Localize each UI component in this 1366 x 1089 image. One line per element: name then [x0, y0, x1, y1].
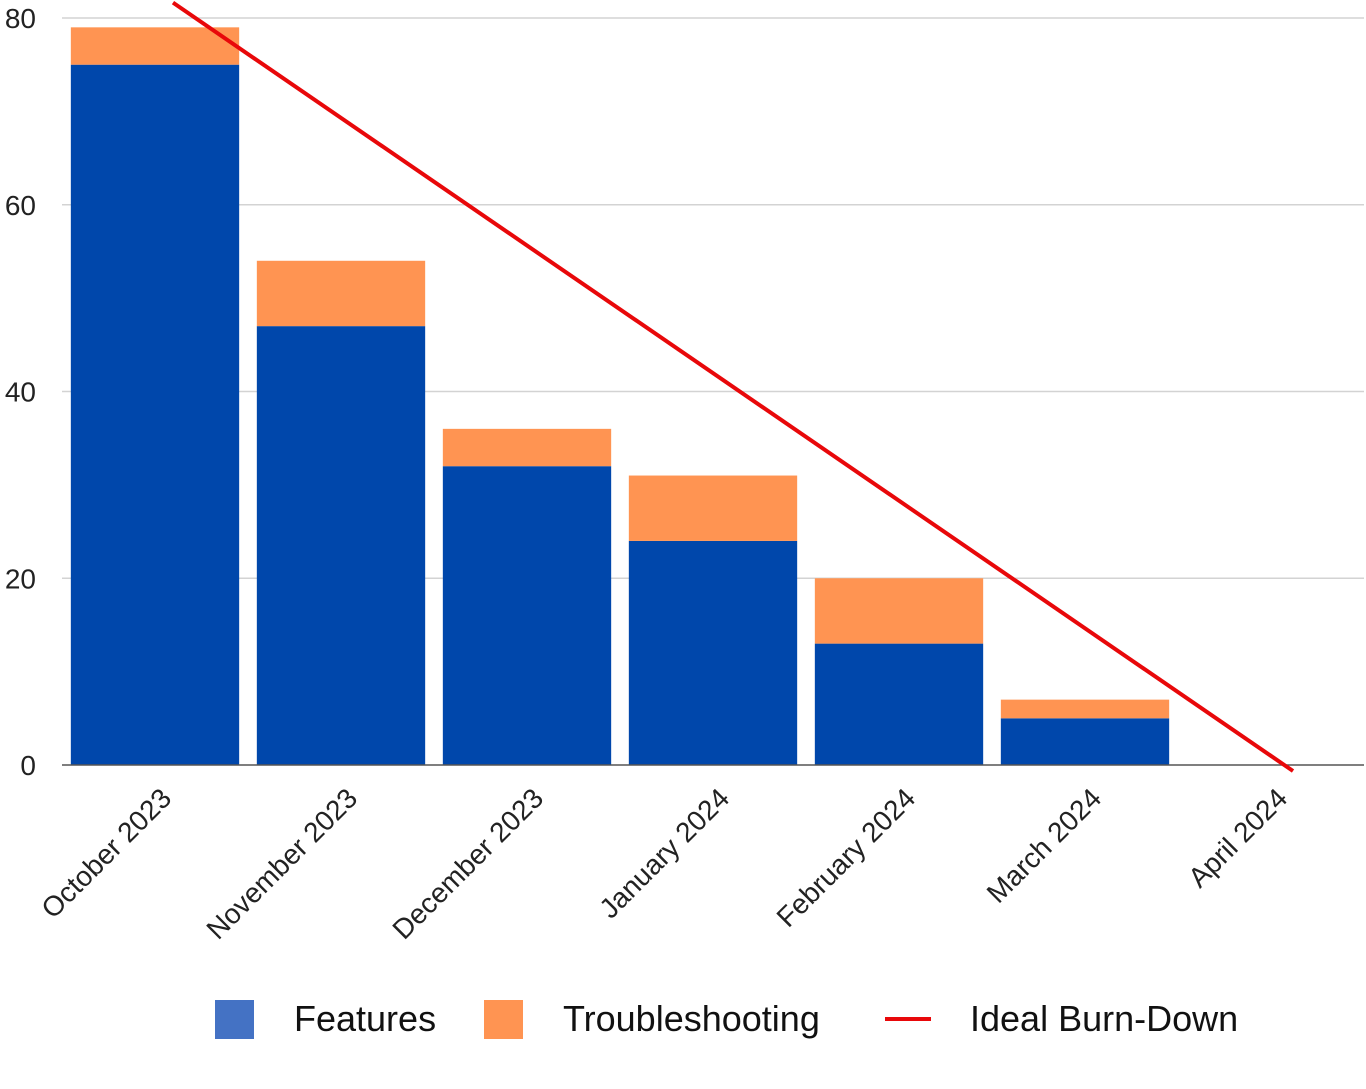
bar-troubleshooting-4: [814, 578, 984, 644]
bar-troubleshooting-2: [442, 428, 612, 467]
bar-features-3: [628, 540, 798, 765]
x-tick-label-2: December 2023: [386, 782, 549, 945]
x-tick-label-4: February 2024: [771, 782, 922, 933]
bar-troubleshooting-1: [256, 260, 426, 327]
ideal-line-group: [171, 1, 1295, 773]
y-tick-label-40: 40: [5, 377, 36, 408]
y-tick-label-60: 60: [5, 190, 36, 221]
x-tick-label-3: January 2024: [593, 782, 735, 924]
bar-troubleshooting-5: [1000, 699, 1170, 719]
y-tick-label-0: 0: [20, 750, 36, 781]
legend-swatch-troubleshooting: [484, 1000, 523, 1039]
bar-features-0: [70, 64, 240, 765]
bar-features-2: [442, 466, 612, 765]
bar-features-4: [814, 643, 984, 765]
bar-troubleshooting-3: [628, 475, 798, 541]
ideal-burn-down-line: [171, 1, 1295, 773]
legend-label-troubleshooting: Troubleshooting: [563, 998, 820, 1039]
y-axis-ticks: 0 20 40 60 80: [5, 3, 36, 781]
x-tick-label-5: March 2024: [981, 782, 1107, 908]
y-tick-label-20: 20: [5, 563, 36, 594]
x-tick-label-6: April 2024: [1182, 782, 1293, 893]
x-axis-ticks: October 2023 November 2023 December 2023 Ja…: [35, 782, 1293, 945]
legend: Features Troubleshooting Ideal Burn-Down: [215, 998, 1238, 1039]
bar-troubleshooting-0: [70, 27, 240, 65]
legend-label-ideal-burn-down: Ideal Burn-Down: [970, 998, 1238, 1039]
legend-swatch-features: [215, 1000, 254, 1039]
bar-features-1: [256, 326, 426, 765]
x-tick-label-0: October 2023: [35, 782, 177, 924]
x-tick-label-1: November 2023: [200, 782, 363, 945]
y-tick-label-80: 80: [5, 3, 36, 34]
legend-label-features: Features: [294, 998, 436, 1039]
bars: [70, 27, 1170, 765]
bar-features-5: [1000, 718, 1170, 765]
